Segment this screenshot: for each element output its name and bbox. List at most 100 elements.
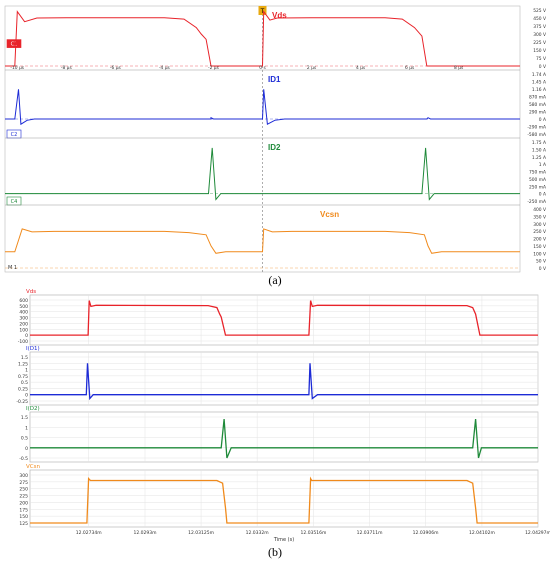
sim-x-tick-8: 12.04297m <box>525 530 550 536</box>
caption-a: (a) <box>268 273 281 287</box>
scope-title-id2: ID2 <box>268 143 281 152</box>
scope-x-tick-8: 6 μs <box>405 65 415 71</box>
sim-ytick-vds-3: 300 <box>19 316 28 322</box>
scope-scale-id1-6: 0 A <box>539 117 546 123</box>
sim-ytick-vcsn-1: 275 <box>19 480 28 486</box>
sim-ytick-id1-2: 1 <box>25 368 28 374</box>
scope-x-tick-9: 8 μs <box>454 65 464 71</box>
sim-ytick-id2-2: 0.5 <box>21 436 28 442</box>
sim-ytick-vcsn-2: 250 <box>19 487 28 493</box>
sim-x-label: Time (s) <box>273 537 294 543</box>
scope-trace-id1 <box>5 89 520 126</box>
sim-panel-vds <box>29 294 539 346</box>
sim-panel-vcsn <box>29 469 539 528</box>
sim-ytick-vcsn-6: 150 <box>19 514 28 520</box>
scope-scale-id1-7: -290 mA <box>527 125 546 131</box>
scope-badge-vds <box>6 39 22 48</box>
scope-scale-vcsn-7: 50 V <box>536 259 546 265</box>
scope-scale-vds-1: 450 V <box>533 16 546 22</box>
sim-ytick-vcsn-4: 200 <box>19 500 28 506</box>
scope-scale-id2-2: 1.25 A <box>532 155 546 161</box>
scope-title-id1: ID1 <box>268 75 281 84</box>
scope-scale-id1-1: 1.45 A <box>532 80 546 86</box>
scope-x-tick-1: -8 μs <box>61 65 73 71</box>
scope-badge-label-id2: C4 <box>11 199 18 205</box>
scope-scale-id2-6: 250 mA <box>529 184 546 190</box>
scope-title-vcsn: Vcsn <box>320 210 339 219</box>
sim-ytick-vds-4: 200 <box>19 321 28 327</box>
sim-trace-vds <box>30 300 538 336</box>
scope-x-tick-2: -6 μs <box>110 65 122 71</box>
scope-badge-label-vds: C1 <box>11 42 18 48</box>
scope-scale-id2-3: 1 A <box>539 162 546 168</box>
sim-title-id1: I(D1) <box>26 346 40 352</box>
scope-scale-id1-4: 580 mA <box>529 102 546 108</box>
sim-x-tick-1: 12.0293m <box>133 530 156 536</box>
scope-scale-vds-7: 0 V <box>539 64 546 70</box>
scope-title-vds: Vds <box>272 11 287 20</box>
scope-scale-vcsn-2: 300 V <box>533 222 546 228</box>
sim-ytick-id1-6: 0 <box>25 393 28 399</box>
scope-x-tick-6: 2 μs <box>307 65 317 71</box>
sim-ytick-vds-2: 400 <box>19 310 28 316</box>
sim-ytick-vds-0: 600 <box>19 298 28 304</box>
scope-scale-id1-2: 1.16 A <box>532 87 546 93</box>
scope-scale-vds-2: 375 V <box>533 24 546 30</box>
scope-trace-id2 <box>5 147 520 201</box>
sim-title-id2: I(D2) <box>26 406 40 412</box>
scope-scale-id2-0: 1.75 A <box>532 140 546 146</box>
trigger-marker <box>258 6 267 15</box>
sim-x-tick-2: 12.03125m <box>188 530 214 536</box>
sim-x-tick-0: 12.02734m <box>76 530 102 536</box>
scope-scale-vds-6: 75 V <box>536 56 546 62</box>
sim-trace-vcsn <box>30 476 538 524</box>
sim-panel-id1 <box>29 351 539 406</box>
scope-scale-vds-0: 525 V <box>533 8 546 14</box>
sim-x-tick-5: 12.03711m <box>357 530 383 536</box>
sim-ytick-vds-1: 500 <box>19 304 28 310</box>
scope-x-tick-4: -2 μs <box>208 65 220 71</box>
sim-x-tick-4: 12.03516m <box>301 530 327 536</box>
sim-ytick-id2-4: -0.5 <box>19 456 28 462</box>
scope-scale-id2-5: 500 mA <box>529 177 546 183</box>
scope-trace-vds <box>5 10 520 67</box>
scope-scale-vcsn-8: 0 V <box>539 266 546 272</box>
scope-scale-id2-7: 0 A <box>539 192 546 198</box>
scope-scale-vcsn-0: 400 V <box>533 207 546 213</box>
scope-scale-id1-0: 1.74 A <box>532 72 546 78</box>
sim-trace-id2 <box>30 419 538 459</box>
sim-ytick-vds-6: 0 <box>25 333 28 339</box>
scope-trace-vcsn <box>5 228 520 254</box>
sim-title-vds: Vds <box>26 289 36 295</box>
sim-ytick-id1-7: -0.25 <box>16 399 28 405</box>
sim-trace-id1 <box>30 363 538 401</box>
sim-ytick-id1-0: 1.5 <box>21 355 28 361</box>
scope-scale-vds-5: 150 V <box>533 48 546 54</box>
simulation-plot: Vds6005004003002001000-100I(D1)1.51.2510… <box>16 289 550 543</box>
scope-scale-id1-3: 870 mA <box>529 95 546 101</box>
sim-ytick-id2-1: 1 <box>25 425 28 431</box>
scope-badge-label-id1: C2 <box>11 132 18 138</box>
scope-scale-id2-4: 750 mA <box>529 170 546 176</box>
sim-ytick-id1-3: 0.75 <box>18 374 28 380</box>
scope-x-tick-3: -4 μs <box>159 65 171 71</box>
sim-ytick-id1-4: 0.5 <box>21 380 28 386</box>
scope-scale-vcsn-3: 250 V <box>533 229 546 235</box>
scope-scale-vcsn-6: 100 V <box>533 251 546 257</box>
scope-scale-vds-3: 300 V <box>533 32 546 38</box>
scope-scale-id2-8: -250 mA <box>527 199 546 205</box>
scope-x-tick-5: 0 s <box>259 65 266 71</box>
sim-x-tick-3: 12.0332m <box>246 530 269 536</box>
sim-panel-id2 <box>29 411 539 463</box>
sim-ytick-id1-1: 1.25 <box>18 361 28 367</box>
scope-scale-id2-1: 1.50 A <box>532 147 546 153</box>
sim-ytick-vcsn-0: 300 <box>19 473 28 479</box>
trigger-marker-label: T <box>260 8 265 15</box>
sim-ytick-vcsn-3: 225 <box>19 494 28 500</box>
scope-screenshot: T 525 V 450 V 375 V 300 V 225 V 150 V 75 V 0 V C1… <box>4 5 546 273</box>
scope-scale-id1-8: -580 mA <box>527 132 546 138</box>
caption-b: (b) <box>268 545 282 559</box>
sim-ytick-id2-3: 0 <box>25 446 28 452</box>
scope-scale-id1-5: 290 mA <box>529 110 546 116</box>
